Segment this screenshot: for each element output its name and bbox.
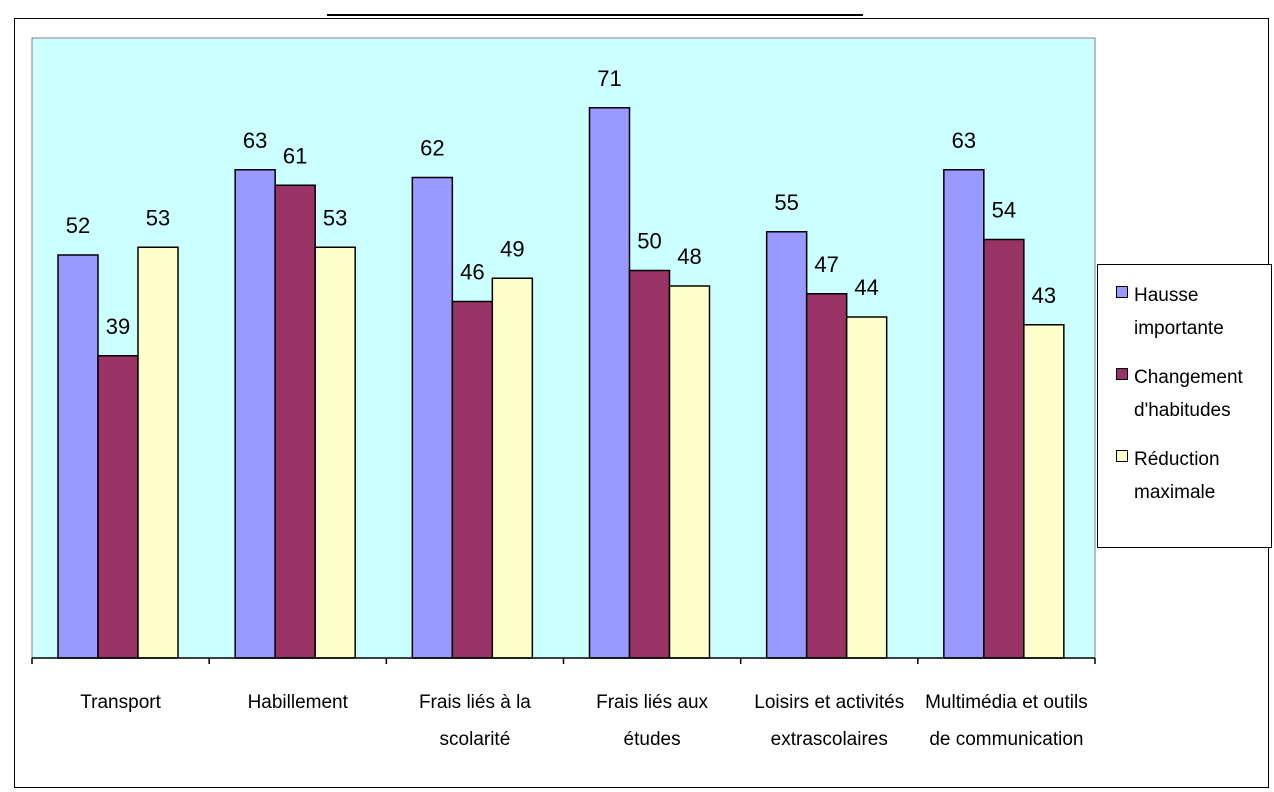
bar-s0-c0: [57, 254, 99, 659]
bar-s2-c2: [491, 277, 534, 659]
data-label: 43: [1032, 283, 1056, 308]
x-tick-label: Frais liés à la scolarité: [419, 692, 531, 750]
bar-s0-c3: [588, 107, 631, 659]
bar-s2-c1: [314, 246, 356, 659]
data-label: 39: [106, 314, 130, 339]
legend-label: Réduction maximale: [1134, 449, 1220, 503]
data-label: 54: [992, 198, 1016, 223]
data-label: 48: [677, 244, 701, 269]
data-label: 53: [323, 205, 347, 230]
data-label: 53: [146, 205, 170, 230]
bar-s1-c3: [628, 269, 671, 659]
bar-s2-c5: [1023, 324, 1065, 659]
bar-s1-c4: [805, 293, 848, 659]
data-label: 47: [814, 252, 838, 277]
data-label: 61: [283, 143, 307, 168]
bar-s1-c1: [274, 184, 316, 659]
data-label: 52: [66, 213, 90, 238]
data-label: 62: [420, 136, 444, 161]
legend-label: Changement d'habitudes: [1134, 367, 1243, 421]
data-label: 63: [952, 128, 976, 153]
plot-area: [31, 37, 1096, 659]
bar-s0-c2: [411, 176, 454, 659]
top-rule: [327, 14, 863, 16]
x-tick-label: Transport: [80, 692, 161, 713]
bar-s1-c5: [983, 238, 1025, 659]
data-label: 63: [243, 128, 267, 153]
x-tick-label: Habillement: [248, 692, 349, 713]
bar-s2-c4: [845, 316, 888, 659]
legend-swatch: [1116, 286, 1128, 298]
bar-s2-c0: [137, 246, 179, 659]
bar-s0-c1: [234, 169, 276, 659]
x-tick-label: Loisirs et activités extrascolaires: [754, 692, 904, 750]
bar-s2-c3: [668, 285, 711, 659]
legend-swatch: [1116, 450, 1128, 462]
data-label: 50: [637, 229, 661, 254]
x-tick-label: Multimédia et outils de communication: [925, 692, 1088, 750]
legend-swatch: [1116, 368, 1128, 380]
x-tick-label: Frais liés aux études: [596, 692, 708, 750]
data-label: 44: [854, 275, 878, 300]
data-label: 71: [597, 66, 621, 91]
bar-s0-c4: [765, 231, 808, 659]
data-label: 49: [500, 236, 524, 261]
bar-s0-c5: [943, 169, 985, 659]
data-label: 46: [460, 260, 484, 285]
data-label: 55: [774, 190, 798, 215]
bar-s1-c0: [97, 355, 139, 659]
bar-s1-c2: [451, 300, 494, 659]
legend-label: Hausse importante: [1134, 285, 1224, 339]
legend: Hausse importante Changement d'habitudes Réd…: [1097, 264, 1272, 548]
